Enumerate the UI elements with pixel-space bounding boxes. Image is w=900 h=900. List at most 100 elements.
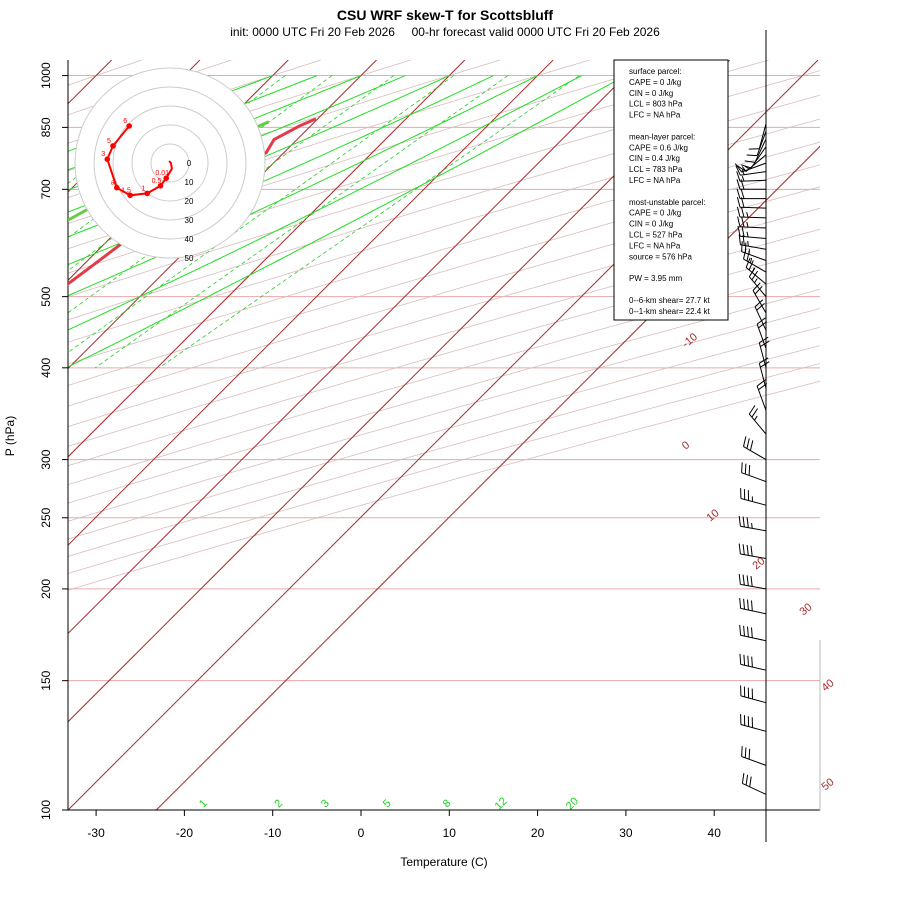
mixing-ratio-label: 1	[197, 797, 210, 810]
wind-barb-flag	[748, 748, 751, 760]
chart-subtitle: init: 0000 UTC Fri 20 Feb 2026 00-hr for…	[230, 25, 660, 39]
wind-barb-flag	[738, 573, 741, 585]
wind-barb-staff	[745, 267, 767, 285]
wind-barb	[748, 267, 767, 298]
x-axis-label: Temperature (C)	[400, 855, 487, 869]
isotherm-label: 30	[798, 601, 815, 618]
x-tick-label: 20	[531, 826, 545, 840]
info-line: 0--1-km shear= 22.4 kt	[629, 307, 710, 316]
hodograph-ring-label: 10	[185, 178, 194, 187]
wind-barb	[737, 225, 767, 239]
parcel-info-box: surface parcel: CAPE = 0 J/kg CIN = 0 J/kg…	[613, 59, 729, 321]
info-line: LFC = NA hPa	[629, 241, 681, 250]
wind-barb-half-flag	[741, 169, 745, 175]
dry-adiabat-line	[68, 141, 820, 365]
isotherm-label: 40	[820, 677, 837, 694]
wind-barb-flag	[748, 260, 754, 271]
wind-barb-flag	[756, 379, 766, 387]
wind-barb-flag	[756, 317, 766, 325]
wind-barb-staff	[740, 634, 767, 642]
wind-barb-flag	[743, 598, 745, 610]
wind-barb	[758, 336, 770, 368]
hodograph-ring	[131, 124, 209, 202]
wind-barb-flag	[751, 627, 753, 638]
wind-barb-half-flag	[746, 231, 749, 238]
isotherm-label: 50	[820, 776, 837, 793]
wind-barb	[737, 154, 767, 172]
wind-barb-flag	[759, 336, 769, 344]
wind-barb-flag	[754, 299, 764, 308]
moist-adiabat-line	[68, 75, 450, 238]
wind-barb-flag	[741, 462, 743, 473]
wind-barb-flag	[738, 543, 741, 555]
x-tick-label: 10	[443, 826, 457, 840]
wind-barb-half-flag	[744, 165, 750, 170]
isotherm-label: -10	[680, 331, 700, 350]
wind-barb	[739, 653, 767, 671]
wind-barb-flag	[747, 655, 749, 667]
x-tick-label: 0	[358, 826, 365, 840]
info-line: CIN = 0 J/kg	[629, 89, 673, 98]
wind-barb	[748, 405, 767, 435]
dry-adiabat-line	[68, 326, 820, 540]
wind-barb	[743, 436, 767, 461]
dry-adiabat-line	[68, 308, 820, 522]
wind-barb	[756, 379, 768, 411]
wind-barb-flag	[746, 575, 749, 586]
wind-barb-flag	[746, 517, 749, 528]
wind-barb-staff	[740, 724, 767, 732]
hodograph-point-label: a	[111, 180, 115, 187]
wind-barb	[736, 188, 766, 200]
dry-adiabat-line	[68, 94, 820, 321]
wind-barb-flag	[741, 226, 745, 237]
wind-barb-flag	[736, 196, 741, 208]
wind-barb	[738, 543, 767, 559]
wind-barb-flag	[736, 188, 741, 199]
wind-barb-flag	[748, 464, 751, 476]
info-line: mean-layer parcel:	[629, 132, 695, 141]
hodograph-ring-label: 30	[185, 216, 194, 225]
wind-barb	[752, 282, 767, 314]
info-line: LCL = 803 hPa	[629, 100, 683, 109]
hodograph-point	[110, 143, 116, 149]
info-line: surface parcel:	[629, 67, 681, 76]
dry-adiabat-line	[68, 186, 820, 407]
info-line: LFC = NA hPa	[629, 176, 681, 185]
wind-barb	[741, 746, 767, 766]
hodograph-point-label: 5	[107, 138, 111, 145]
wind-barb-flag	[745, 774, 749, 786]
wind-barb	[738, 573, 767, 590]
wind-barb-flag	[756, 303, 765, 311]
wind-barb-half-flag	[746, 212, 749, 218]
x-tick-label: -30	[87, 826, 105, 840]
wind-barb-staff	[739, 179, 767, 182]
hodograph-ring	[112, 105, 228, 221]
wind-barb-staff	[754, 138, 767, 163]
hodograph-ring	[93, 86, 247, 240]
chart-title: CSU WRF skew-T for Scottsbluff	[337, 7, 554, 23]
wind-barb	[736, 196, 767, 209]
wind-barb-staff	[741, 756, 767, 766]
wind-barb-flag	[734, 163, 742, 173]
wind-barb-flag	[760, 340, 770, 348]
mixing-ratio-line	[158, 75, 580, 369]
wind-barb-flag	[740, 197, 745, 208]
wind-barb	[758, 357, 770, 389]
wind-barb-flag	[746, 438, 750, 449]
wind-barb-flag	[746, 544, 749, 556]
dry-adiabat-line	[68, 249, 820, 467]
wind-barb	[739, 624, 767, 642]
mixing-ratio-label: 2	[272, 797, 285, 810]
y-tick-label: 400	[39, 357, 53, 377]
dry-adiabat-line	[68, 60, 590, 224]
isotherm-line	[156, 145, 820, 810]
wind-barb	[744, 138, 767, 163]
moist-adiabat-line	[68, 75, 583, 331]
wind-barb-staff	[740, 235, 767, 239]
info-line: most-unstable parcel:	[629, 198, 705, 207]
wind-barb-flag	[744, 160, 756, 163]
wind-barb-flag	[739, 653, 742, 665]
wind-barb-flag	[760, 361, 770, 368]
wind-barb-staff	[756, 385, 767, 411]
